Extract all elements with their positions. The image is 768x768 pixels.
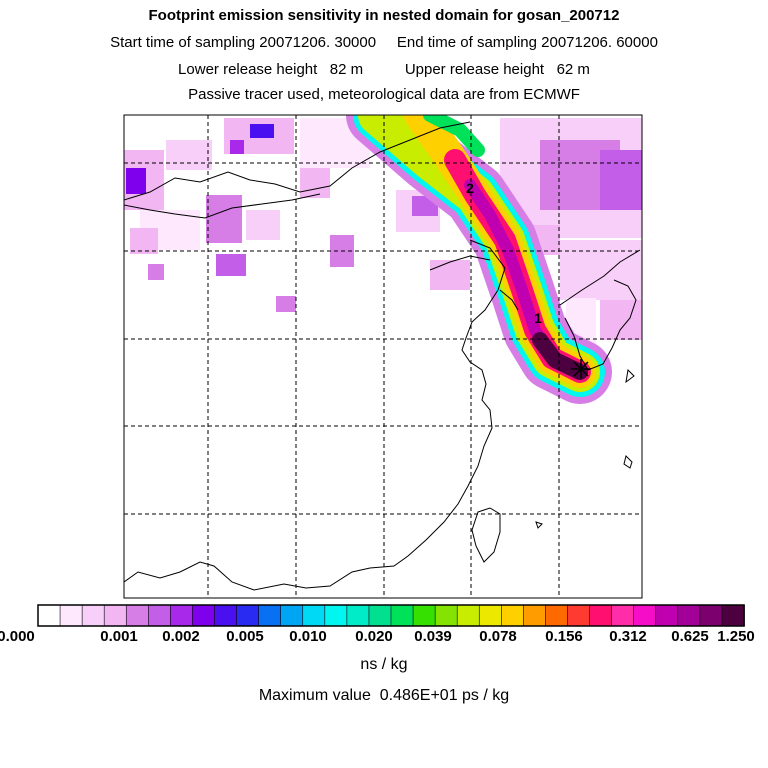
color-scale-swatch xyxy=(148,604,172,627)
color-scale-swatch xyxy=(567,604,591,627)
color-scale-swatch xyxy=(478,604,503,627)
color-scale-swatch xyxy=(456,604,481,627)
color-scale-swatch xyxy=(192,604,216,627)
color-scale-swatch xyxy=(59,604,83,627)
color-scale-unit: ns / kg xyxy=(360,656,408,673)
color-scale-swatch xyxy=(170,604,194,627)
color-scale-swatch xyxy=(390,604,414,627)
color-scale-swatch xyxy=(81,604,105,627)
color-scale-tick-label: 0.005 xyxy=(226,628,264,645)
chart-title: Footprint emission sensitivity in nested… xyxy=(148,7,620,24)
color-scale-swatch xyxy=(589,604,613,627)
color-scale-swatch xyxy=(523,604,547,627)
color-scale-swatch xyxy=(434,604,458,627)
color-scale-swatch xyxy=(346,604,370,627)
color-scale-tick-label: 0.625 xyxy=(671,628,709,645)
color-scale-tick-label: 0.078 xyxy=(479,628,517,645)
color-scale-swatch xyxy=(125,604,150,627)
color-scale-swatch xyxy=(103,604,128,627)
color-scale-tick-label: 0.020 xyxy=(355,628,393,645)
color-scale-tick-label: 0.001 xyxy=(100,628,138,645)
color-scale-swatch xyxy=(214,604,238,627)
color-scale-swatch xyxy=(368,604,392,627)
emission-plume xyxy=(346,115,612,404)
color-scale-tick-label: 0.039 xyxy=(414,628,452,645)
color-scale-tick-label: 0.000 xyxy=(0,628,35,645)
asterisk-icon xyxy=(571,359,591,379)
map-frame xyxy=(123,114,643,599)
color-scale-swatch xyxy=(677,604,701,627)
color-scale-swatch xyxy=(280,604,304,627)
color-scale-tick-label: 0.010 xyxy=(289,628,327,645)
color-scale-swatch xyxy=(412,604,436,627)
maximum-value-note: Maximum value 0.486E+01 ps / kg xyxy=(258,687,510,704)
trajectory-marker-2: 2 xyxy=(466,180,474,196)
sampling-times-line: Start time of sampling 20071206. 30000 E… xyxy=(110,34,658,51)
color-scale-swatch xyxy=(655,604,679,627)
color-scale-swatch xyxy=(699,604,723,627)
color-scale-bar xyxy=(37,604,745,627)
color-scale-outline xyxy=(37,604,745,627)
color-scale-swatch xyxy=(501,604,525,627)
color-scale-swatch xyxy=(37,604,61,627)
color-scale-swatch xyxy=(324,604,348,627)
color-scale-swatch xyxy=(236,604,260,627)
color-scale-tick-label: 1.250 xyxy=(717,628,755,645)
color-scale-tick-label: 0.002 xyxy=(162,628,200,645)
color-scale-swatch xyxy=(611,604,635,627)
color-scale-swatch xyxy=(258,604,282,627)
color-scale-tick-label: 0.156 xyxy=(545,628,583,645)
color-scale-swatch xyxy=(302,604,326,627)
color-scale-swatch xyxy=(721,604,745,627)
color-scale-swatch xyxy=(545,604,569,627)
color-scale-tick-label: 0.312 xyxy=(609,628,647,645)
tracer-info-line: Passive tracer used, meteorological data… xyxy=(188,86,580,103)
color-scale-tick-labels: 0.000 0.001 0.002 0.005 0.010 0.020 0.039 0.078… xyxy=(0,628,768,648)
release-heights-line: Lower release height 82 m Upper release … xyxy=(178,61,590,78)
lat-lon-grid xyxy=(124,115,642,598)
trajectory-marker-1: 1 xyxy=(534,310,542,326)
color-scale-swatch xyxy=(633,604,657,627)
coastlines xyxy=(124,121,641,591)
